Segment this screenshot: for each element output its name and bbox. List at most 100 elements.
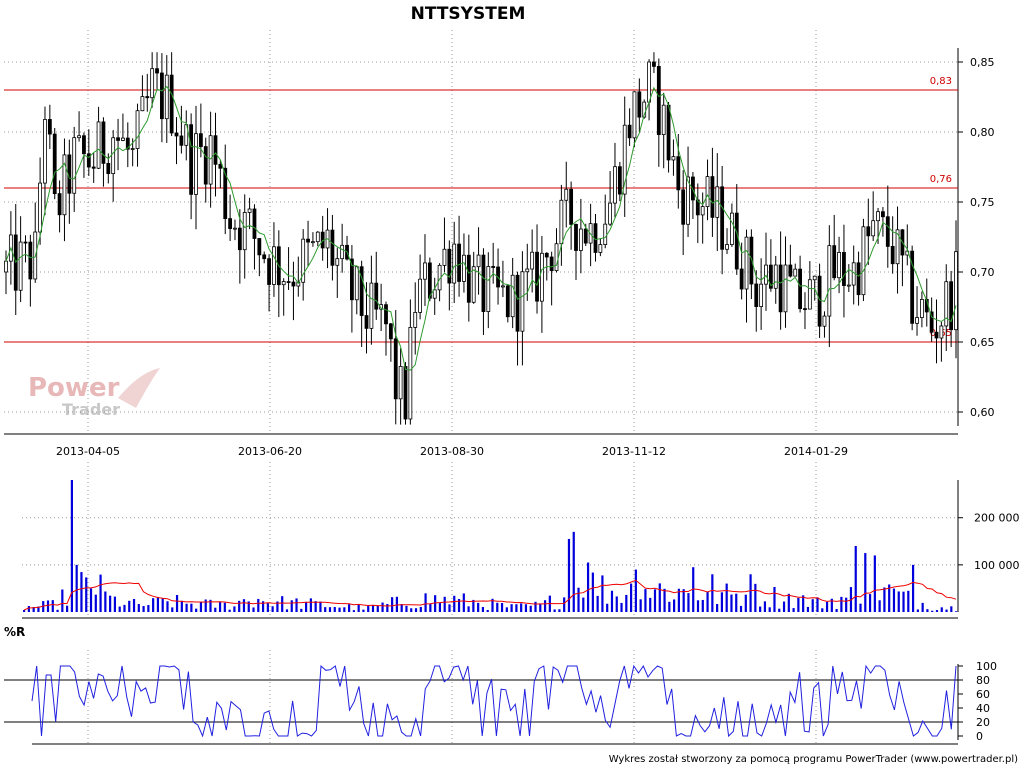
candle-body (408, 326, 413, 420)
candle-body (647, 61, 651, 103)
volume-bar (735, 593, 738, 612)
volume-bar (99, 574, 102, 612)
wpr-y-tick-label: 80 (976, 674, 990, 687)
candle-body (856, 262, 861, 296)
volume-bar (175, 595, 179, 612)
volume-y-tick-label: 200 000 (974, 512, 1020, 525)
candle-body (77, 135, 81, 139)
volume-bar (768, 607, 771, 612)
candle-body (656, 66, 661, 136)
volume-bar (242, 599, 246, 612)
volume-bar (873, 555, 876, 612)
candle-body (393, 338, 398, 400)
volume-bar (620, 602, 623, 612)
candle-body (530, 251, 535, 270)
volume-bar (376, 605, 379, 612)
candle-body (783, 264, 788, 313)
candle-body (340, 244, 345, 260)
candle-body (559, 199, 564, 245)
candle-body (934, 331, 939, 339)
volume-bar (190, 603, 193, 612)
volume-bar (333, 607, 336, 612)
date-tick-label: 2014-01-29 (784, 445, 848, 458)
candle-body (544, 252, 549, 258)
candle-body (457, 243, 461, 282)
candle-body (505, 285, 510, 318)
watermark-line2: Trader (62, 400, 120, 419)
volume-bar (515, 604, 518, 612)
candle-body (252, 208, 257, 239)
candle-body (637, 91, 642, 118)
volume-bar (864, 553, 867, 612)
candle-body (159, 72, 164, 120)
volume-bar (261, 601, 265, 612)
volume-bar (238, 600, 241, 612)
candle-body (174, 132, 179, 137)
volume-bar (400, 604, 403, 612)
candle-body (427, 262, 432, 299)
candle-body (135, 110, 140, 149)
candle-body (213, 135, 218, 165)
candle-body (140, 96, 145, 112)
volume-bar (448, 604, 451, 612)
candle-body (82, 135, 86, 155)
candle-body (38, 182, 43, 233)
volume-panel: 200 000 100 000 (22, 462, 1020, 619)
volume-bar (391, 597, 394, 612)
candle-body (432, 289, 437, 299)
volume-bar (271, 606, 274, 612)
candle-body (773, 264, 778, 289)
volume-bar (778, 608, 781, 612)
candle-body (666, 104, 671, 161)
volume-bar (276, 601, 279, 612)
candle-body (910, 250, 915, 324)
candle-body (574, 224, 578, 251)
candle-body (569, 188, 574, 225)
candle-body (622, 124, 627, 195)
volume-bar (438, 602, 442, 612)
volume-bar (228, 609, 231, 612)
price-y-tick-label: 0,85 (970, 56, 995, 69)
volume-bar (615, 596, 618, 612)
volume-bar (109, 595, 112, 612)
date-tick-label: 2013-08-30 (420, 445, 484, 458)
volume-bar (257, 598, 260, 612)
price-levels: 0,830,760,65 (4, 76, 958, 343)
candle-body (754, 283, 759, 307)
volume-bar (725, 583, 728, 612)
volume-bar (811, 599, 814, 612)
volume-bar (472, 599, 475, 612)
volume-bar (644, 589, 647, 612)
candle-body (817, 275, 822, 327)
volume-bar (921, 602, 924, 612)
candle-body (101, 121, 106, 164)
candle-body (554, 243, 559, 272)
volume-bar (754, 583, 757, 612)
chart-title: NTTSYSTEM (411, 4, 526, 24)
volume-bar (395, 596, 398, 612)
candle-body (842, 252, 846, 286)
candle-body (364, 315, 369, 329)
candle-body (150, 68, 155, 99)
candle-body (198, 133, 203, 147)
volume-bar (27, 606, 30, 612)
volume-bar (730, 594, 733, 612)
candle-body (262, 254, 267, 260)
candle-body (476, 254, 481, 268)
volume-bar (195, 608, 198, 612)
candle-body (116, 137, 120, 141)
volume-bar (945, 609, 948, 612)
volume-bar (410, 608, 413, 612)
candle-body (846, 284, 851, 287)
candle-body (759, 283, 764, 307)
volume-bar (319, 601, 322, 612)
candle-body (510, 274, 515, 318)
candle-body (311, 241, 315, 244)
volume-bar (802, 595, 805, 612)
candle-body (301, 238, 306, 283)
volume-bar (668, 601, 671, 612)
candle-body (359, 266, 364, 316)
volume-bar (486, 610, 489, 612)
candle-body (729, 212, 734, 245)
